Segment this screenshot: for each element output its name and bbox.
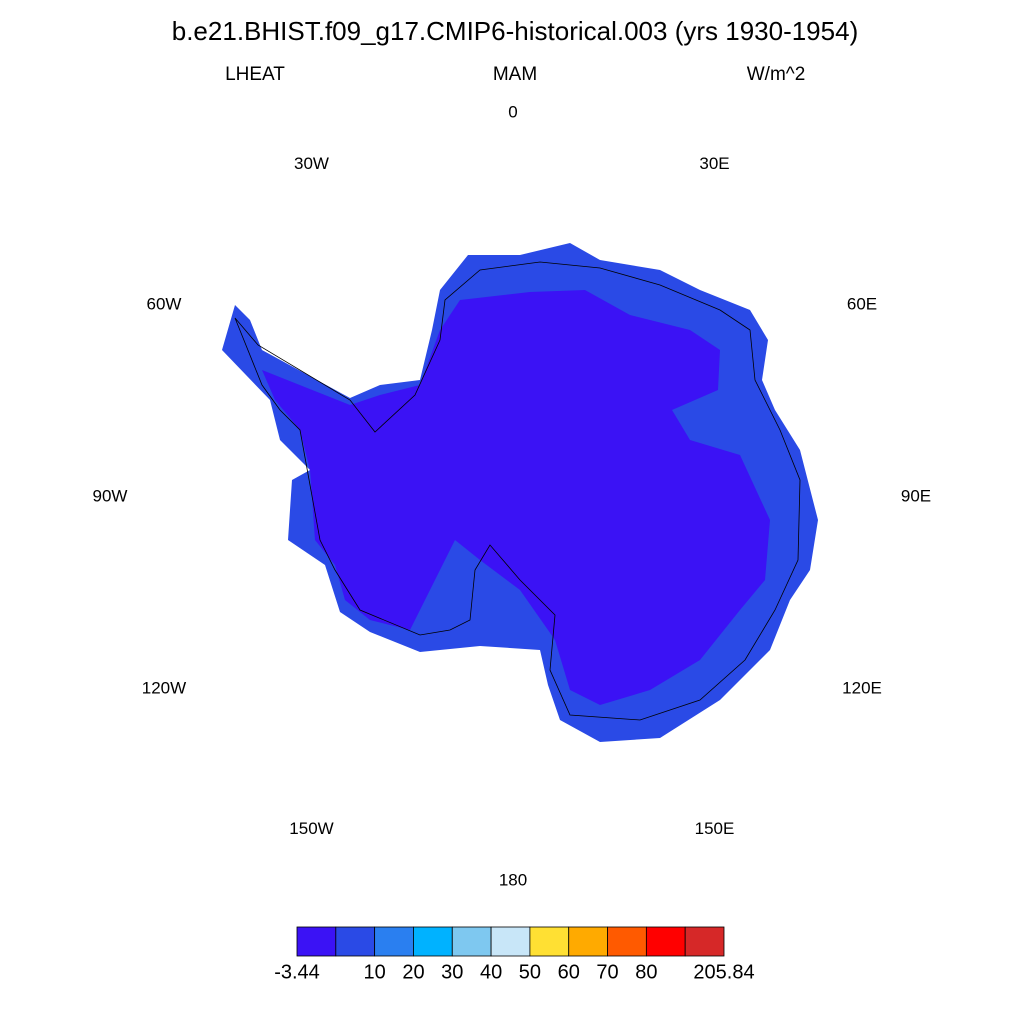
longitude-label: 180 bbox=[499, 870, 527, 889]
colorbar-label: -3.44 bbox=[274, 961, 320, 983]
longitude-label: 120E bbox=[842, 678, 882, 697]
colorbar-label: 205.84 bbox=[693, 961, 754, 983]
colorbar-box bbox=[335, 926, 376, 957]
colorbar-label: 70 bbox=[596, 961, 618, 983]
longitude-label: 90W bbox=[93, 486, 128, 505]
colorbar-box bbox=[607, 926, 647, 957]
longitude-label: 90E bbox=[901, 486, 931, 505]
variable: LHEAT bbox=[225, 64, 285, 85]
units: W/m^2 bbox=[747, 64, 806, 85]
longitude-label: 60E bbox=[847, 294, 877, 313]
colorbar-box bbox=[451, 926, 492, 957]
colorbar-label: 20 bbox=[402, 961, 424, 983]
longitude-labels: 0 30E 60E 90E 120E 150E 180 150W 120W 90W 60W 30W bbox=[93, 102, 932, 889]
coastline bbox=[234, 261, 801, 721]
colorbar-label: 40 bbox=[480, 961, 502, 983]
colorbar-label: 10 bbox=[364, 961, 386, 983]
colorbar-box bbox=[490, 926, 531, 957]
colorbar-box bbox=[413, 926, 453, 957]
colorbar-box bbox=[568, 926, 608, 957]
colorbar-box bbox=[645, 926, 686, 957]
colorbar-label: 60 bbox=[558, 961, 580, 983]
season: MAM bbox=[493, 64, 537, 85]
longitude-label: 0 bbox=[508, 102, 517, 121]
longitude-label: 30E bbox=[699, 154, 729, 173]
longitude-label: 60W bbox=[147, 294, 182, 313]
colorbar-box bbox=[296, 926, 337, 957]
longitude-label: 150E bbox=[695, 819, 735, 838]
longitude-label: 30W bbox=[294, 154, 329, 173]
colorbar-box bbox=[684, 926, 725, 957]
longitude-label: 120W bbox=[142, 678, 186, 697]
longitude-label: 150W bbox=[289, 819, 333, 838]
interior bbox=[262, 290, 770, 705]
colorbar-label: 30 bbox=[441, 961, 463, 983]
colorbar-label: 50 bbox=[519, 961, 541, 983]
colorbar: -3.44 10 20 30 40 50 60 70 80 205.84 bbox=[274, 926, 755, 983]
antarctica bbox=[222, 243, 818, 742]
colorbar-label: 80 bbox=[635, 961, 657, 983]
title: b.e21.BHIST.f09_g17.CMIP6-historical.003… bbox=[172, 16, 858, 46]
colorbar-box bbox=[529, 926, 570, 957]
colorbar-box bbox=[374, 926, 414, 957]
